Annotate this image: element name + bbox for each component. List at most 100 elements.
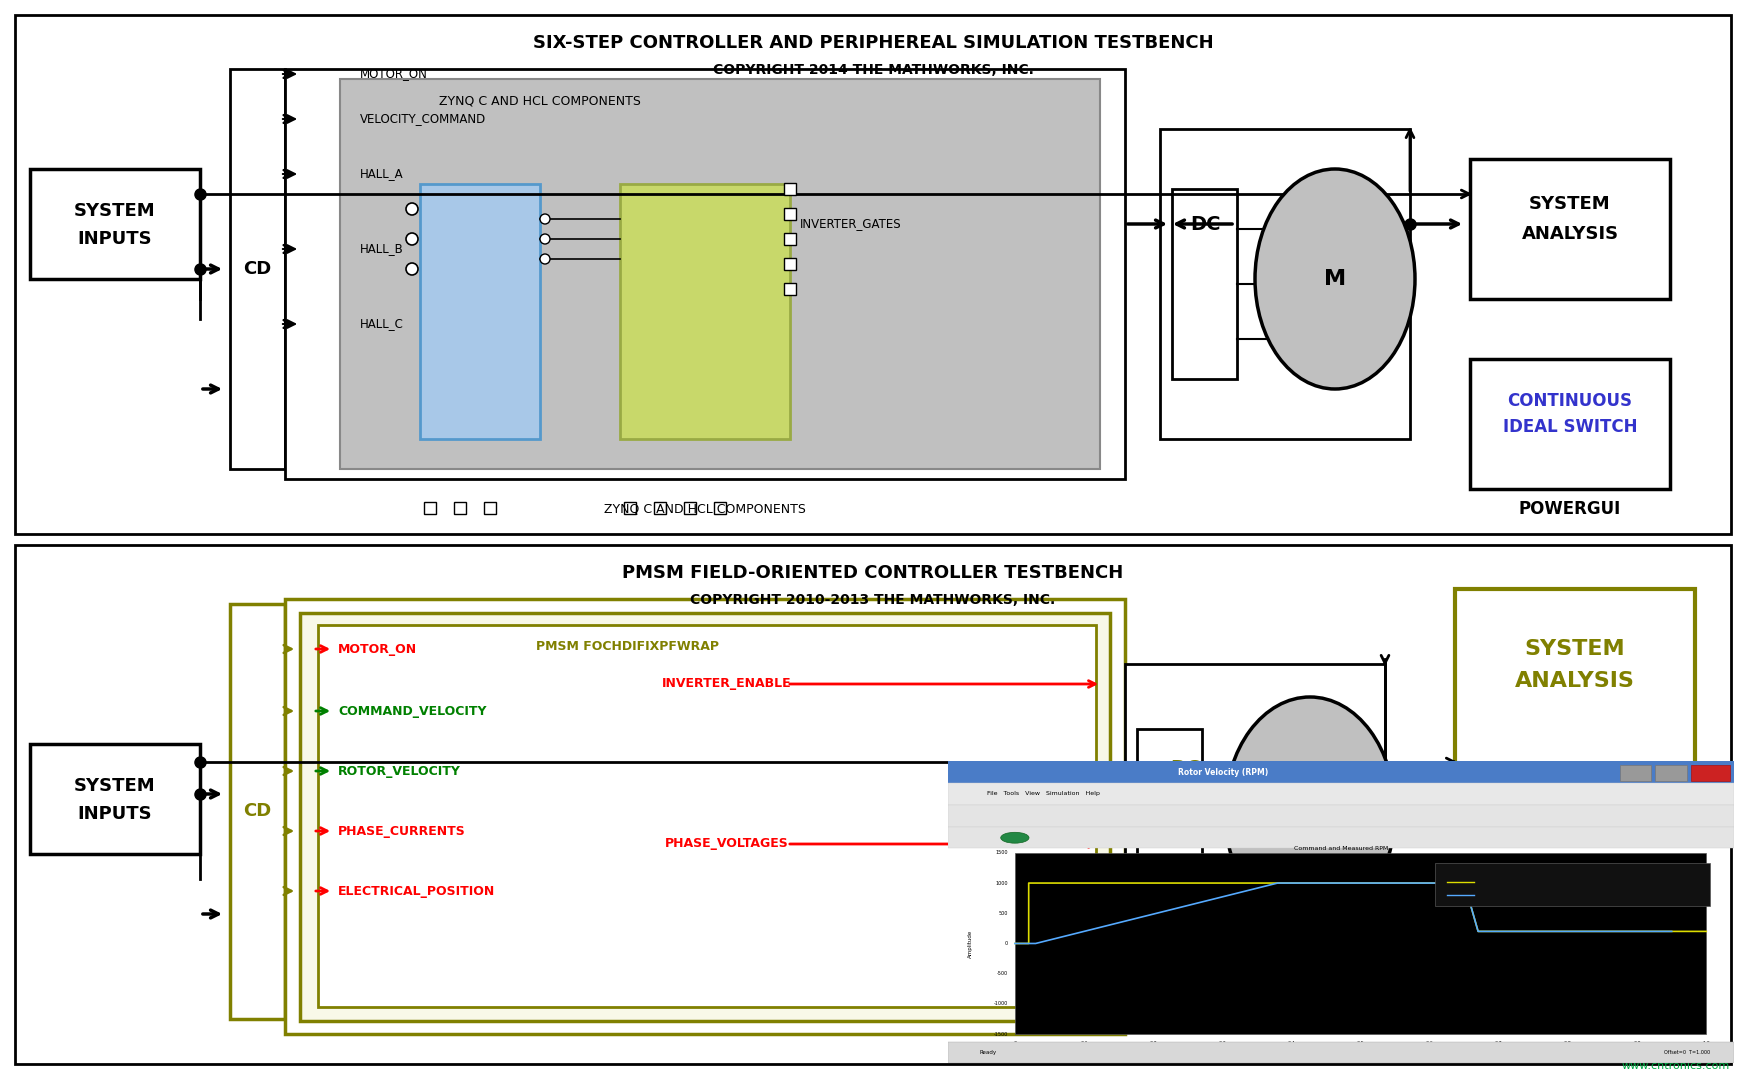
Text: 1000: 1000 — [995, 880, 1007, 886]
FancyBboxPatch shape — [784, 208, 796, 220]
Text: Rotor Velocity (RPM): Rotor Velocity (RPM) — [1179, 767, 1268, 777]
Text: ROTOR_VELOCITY: ROTOR_VELOCITY — [339, 765, 461, 778]
Text: COPYRIGHT 2014 THE MATHWORKS, INC.: COPYRIGHT 2014 THE MATHWORKS, INC. — [712, 63, 1034, 77]
Text: PHASE_CURRENTS: PHASE_CURRENTS — [339, 824, 466, 837]
FancyBboxPatch shape — [1690, 765, 1730, 781]
FancyBboxPatch shape — [30, 169, 201, 279]
FancyBboxPatch shape — [684, 502, 697, 514]
FancyBboxPatch shape — [623, 502, 636, 514]
Text: VELOCITY_COMMAND: VELOCITY_COMMAND — [360, 112, 485, 125]
FancyBboxPatch shape — [948, 783, 1734, 805]
Text: HALL_C: HALL_C — [360, 317, 403, 330]
FancyBboxPatch shape — [1454, 589, 1695, 769]
Text: DC: DC — [1170, 760, 1201, 779]
FancyBboxPatch shape — [784, 283, 796, 295]
Text: CONTINUOUS: CONTINUOUS — [1507, 392, 1633, 410]
FancyBboxPatch shape — [948, 1041, 1734, 1063]
Text: SIX-STEP CONTROLLER AND PERIPHEREAL SIMULATION TESTBENCH: SIX-STEP CONTROLLER AND PERIPHEREAL SIMU… — [533, 35, 1213, 52]
FancyBboxPatch shape — [1620, 765, 1652, 781]
Text: 0.1: 0.1 — [1081, 1040, 1088, 1046]
Circle shape — [540, 214, 550, 224]
Text: Ready: Ready — [980, 1050, 997, 1055]
Text: Offset=0  T=1.000: Offset=0 T=1.000 — [1664, 1050, 1711, 1055]
Text: PMSM FIELD-ORIENTED CONTROLLER TESTBENCH: PMSM FIELD-ORIENTED CONTROLLER TESTBENCH — [622, 564, 1124, 582]
Text: -500: -500 — [997, 971, 1007, 976]
Circle shape — [1000, 832, 1028, 843]
Text: HALL_B: HALL_B — [360, 243, 403, 256]
Text: CD: CD — [243, 260, 272, 278]
FancyBboxPatch shape — [285, 69, 1124, 479]
Text: 1500: 1500 — [995, 850, 1007, 856]
Text: HALL_A: HALL_A — [360, 167, 403, 180]
FancyBboxPatch shape — [484, 502, 496, 514]
FancyBboxPatch shape — [948, 761, 1734, 783]
FancyBboxPatch shape — [230, 69, 285, 469]
FancyBboxPatch shape — [340, 79, 1100, 469]
Text: DC: DC — [1191, 215, 1220, 233]
FancyBboxPatch shape — [784, 183, 796, 195]
Text: INPUTS: INPUTS — [77, 805, 152, 823]
FancyBboxPatch shape — [1470, 159, 1669, 299]
FancyBboxPatch shape — [421, 185, 540, 439]
FancyBboxPatch shape — [230, 604, 285, 1019]
Circle shape — [540, 254, 550, 264]
Circle shape — [407, 233, 417, 245]
Text: 0.2: 0.2 — [1149, 1040, 1158, 1046]
Text: Time (secs): Time (secs) — [1348, 1052, 1381, 1056]
Text: COPYRIGHT 2010-2013 THE MATHWORKS, INC.: COPYRIGHT 2010-2013 THE MATHWORKS, INC. — [690, 593, 1056, 607]
FancyBboxPatch shape — [948, 828, 1734, 848]
Text: Rotor Velocity (RPM): Rotor Velocity (RPM) — [1479, 892, 1528, 898]
Text: ZYNQ C AND HCL COMPONENTS: ZYNQ C AND HCL COMPONENTS — [438, 95, 641, 108]
FancyBboxPatch shape — [285, 599, 1124, 1034]
Text: POWERGUI: POWERGUI — [1519, 500, 1620, 518]
Text: COMMAND_VELOCITY: COMMAND_VELOCITY — [339, 705, 487, 718]
Text: PHASE_VOLTAGES: PHASE_VOLTAGES — [665, 837, 789, 850]
FancyBboxPatch shape — [30, 745, 201, 853]
Text: X: X — [1706, 769, 1711, 776]
Text: www.cntronics.com: www.cntronics.com — [1622, 1061, 1730, 1071]
Text: 0.3: 0.3 — [1219, 1040, 1226, 1046]
Text: PMSM FOCHDIFIXPFWRAP: PMSM FOCHDIFIXPFWRAP — [536, 641, 719, 654]
Text: File   Tools   View   Simulation   Help: File Tools View Simulation Help — [988, 791, 1100, 796]
Text: ANALYSIS: ANALYSIS — [1516, 671, 1634, 691]
FancyBboxPatch shape — [300, 613, 1110, 1021]
FancyBboxPatch shape — [1124, 664, 1385, 979]
Text: -1000: -1000 — [993, 1001, 1007, 1007]
Text: IDEAL SWITCH: IDEAL SWITCH — [1503, 418, 1638, 436]
FancyBboxPatch shape — [714, 502, 726, 514]
Text: INVERTER_GATES: INVERTER_GATES — [800, 218, 901, 231]
FancyBboxPatch shape — [318, 625, 1096, 1007]
Text: 0.6: 0.6 — [1426, 1040, 1433, 1046]
Text: Command and Measured RPM: Command and Measured RPM — [1294, 846, 1388, 851]
Circle shape — [407, 263, 417, 275]
FancyBboxPatch shape — [16, 545, 1730, 1064]
FancyBboxPatch shape — [784, 258, 796, 270]
Circle shape — [407, 203, 417, 215]
Text: ELECTRICAL_POSITION: ELECTRICAL_POSITION — [339, 885, 496, 898]
Text: SYSTEM: SYSTEM — [1529, 195, 1612, 213]
Text: MOTOR_ON: MOTOR_ON — [339, 642, 417, 656]
FancyBboxPatch shape — [1137, 729, 1201, 919]
Ellipse shape — [1255, 169, 1414, 390]
Text: 0.9: 0.9 — [1633, 1040, 1641, 1046]
FancyBboxPatch shape — [655, 502, 665, 514]
Text: 0.4: 0.4 — [1287, 1040, 1296, 1046]
Text: 500: 500 — [999, 911, 1007, 916]
FancyBboxPatch shape — [424, 502, 436, 514]
Text: 0.5: 0.5 — [1357, 1040, 1364, 1046]
FancyBboxPatch shape — [1172, 189, 1236, 379]
Text: 0.7: 0.7 — [1495, 1040, 1503, 1046]
Text: SYSTEM: SYSTEM — [73, 777, 155, 795]
FancyBboxPatch shape — [784, 233, 796, 245]
Text: SYSTEM: SYSTEM — [73, 202, 155, 220]
Text: 1.0: 1.0 — [1702, 1040, 1709, 1046]
FancyBboxPatch shape — [1435, 863, 1711, 905]
FancyBboxPatch shape — [948, 805, 1734, 828]
Text: M: M — [1323, 269, 1346, 289]
FancyBboxPatch shape — [620, 185, 789, 439]
Text: 0: 0 — [1013, 1040, 1016, 1046]
FancyBboxPatch shape — [1014, 852, 1706, 1034]
Text: INVERTER_ENABLE: INVERTER_ENABLE — [662, 678, 793, 691]
Text: MOTOR_ON: MOTOR_ON — [360, 68, 428, 81]
FancyBboxPatch shape — [16, 15, 1730, 534]
